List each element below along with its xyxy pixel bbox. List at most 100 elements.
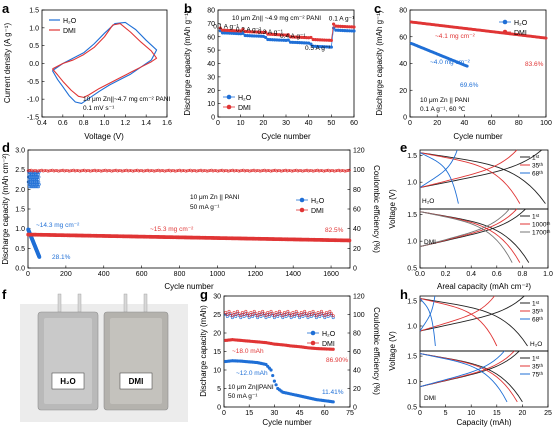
capacity-point-h2o (274, 383, 278, 387)
cycle-point-dmi-ce (219, 169, 223, 172)
cycle-point-dmi-ce (254, 169, 257, 173)
y-axis-label-c: Discharge capacity (mAh g⁻¹) (375, 10, 384, 115)
x-axis-a-tick-label: 1.6 (162, 120, 172, 127)
cycle-point-dmi-ce (73, 169, 77, 173)
cycle-point-dmi-ce (275, 169, 279, 173)
rate-point-dmi (334, 24, 338, 28)
x-axis-h-tick-label: 25 (544, 410, 552, 417)
ce-point-h2o-ce (331, 316, 335, 320)
h2o-loading-label-d: ~14.3 mg cm⁻² (36, 222, 80, 229)
ce-point-dmi-ce (276, 313, 280, 317)
cycle-point-h2o-ce (34, 173, 38, 176)
pouch-cell-body (110, 318, 162, 404)
cycle-point-dmi-ce (54, 169, 57, 173)
cycle-point-dmi-ce (317, 169, 321, 173)
cycle-point-dmi-ce (335, 169, 339, 172)
rate-point-dmi (259, 30, 263, 34)
y2-axis-d-tick-label: 0 (353, 266, 357, 273)
rate-point-dmi (311, 37, 315, 42)
ce-point-h2o-ce (293, 315, 297, 319)
legend-label-h2o: H₂O (322, 331, 336, 338)
y2-axis-d-tick-label: 80 (353, 187, 361, 194)
charge-curve-e (419, 149, 542, 188)
cycle-point-h2o-ce (35, 173, 39, 176)
cycle-point-dmi-ce (332, 169, 336, 173)
plot-frame-h-upper (419, 295, 549, 352)
cycle-point-dmi-ce (244, 169, 248, 173)
panel-g: g 0 15 30 45 60 75051015202530020406080100120… (199, 287, 381, 427)
legend-label-h: 68ᵗʰ (532, 317, 544, 324)
cycle-point-h2o-ce (31, 185, 35, 189)
cell-label-box (51, 372, 85, 390)
rate-point-h2o (257, 34, 261, 38)
ce-point-h2o-ce (291, 312, 295, 316)
rate-point-h2o (300, 41, 304, 45)
x-axis-label-d: Cycle number (164, 282, 214, 291)
legend-label-h2o: H₂O (238, 95, 252, 102)
panel-a: a 0.4 0.6 0.8 1.0 1.2 1.4 1.6 -1.5 -1.0 -0.5 0.0 0.… (2, 1, 172, 141)
y2-axis-d-tick-label: 60 (353, 207, 361, 214)
cycle-point-h2o-ce (36, 175, 40, 179)
rate-point-h2o (322, 45, 327, 49)
ce-point-dmi-ce (247, 314, 251, 318)
cycle-point-dmi-ce (249, 169, 253, 173)
ce-point-dmi-ce (314, 314, 318, 318)
rate-point-dmi (220, 28, 225, 32)
cycle-point-dmi-ce (110, 169, 113, 173)
ce-point-dmi-ce (232, 310, 236, 314)
cycle-point-dmi-ce (105, 169, 109, 173)
ce-point-dmi-ce (286, 309, 290, 313)
x-axis-d-tick-label: 600 (136, 271, 148, 278)
cycle-point-dmi-ce (169, 169, 173, 173)
legend-label-e: 1700ᵗʰ (532, 230, 551, 237)
y-axis-e-lower-tick-label: 0.5 (407, 266, 417, 273)
cycle-point-h2o-ce (33, 183, 37, 186)
ce-point-dmi-ce (259, 313, 263, 317)
y-axis-d-tick-label: 2.5 (15, 167, 25, 174)
rate-point-dmi (279, 33, 284, 37)
rate-point-dmi (282, 33, 286, 37)
ce-point-dmi-ce (227, 309, 231, 313)
ce-point-dmi-ce (288, 312, 292, 316)
ce-point-dmi-ce (323, 314, 327, 318)
cycle-point-h2o-ce (28, 178, 32, 181)
rate-point-dmi (347, 25, 352, 29)
x-axis-a-tick-label: 1.0 (100, 120, 110, 127)
rate-point-dmi (320, 38, 324, 42)
ce-point-dmi-ce (284, 313, 288, 317)
cycle-point-h2o-ce (28, 175, 32, 179)
y-axis-b-tick-label: 0 (211, 115, 215, 122)
ce-point-dmi-ce (224, 310, 228, 314)
cycle-point-dmi-ce (211, 169, 215, 173)
y-axis-g-tick-label: 10 (213, 368, 221, 375)
ce-point-h2o-ce (296, 313, 300, 317)
legend-label-h2o: H₂O (514, 20, 528, 27)
cycle-point-h2o-ce (36, 178, 40, 181)
cycle-point-dmi-ce (323, 169, 327, 173)
x-axis-g-tick-label: 0 (222, 410, 226, 417)
cycle-point-dmi-ce (296, 169, 300, 173)
x-axis-c-tick-label: 20 (433, 120, 441, 127)
ce-point-h2o-ce (306, 316, 310, 320)
cycle-point-dmi-ce (291, 169, 295, 173)
cycle-point-dmi-ce (144, 169, 148, 172)
rate-point-h2o (223, 31, 227, 35)
cycle-point-dmi-ce (301, 169, 304, 173)
cycle-point-dmi-ce (276, 169, 280, 173)
cycle-point-dmi-ce (208, 169, 212, 172)
rate-point-dmi (268, 32, 272, 36)
cycle-point-dmi-ce (78, 169, 82, 173)
ce-point-h2o-ce (328, 311, 332, 315)
rate-point-h2o (234, 31, 238, 36)
ce-point-h2o-ce (259, 315, 263, 319)
ce-point-h2o-ce (264, 316, 268, 320)
cycle-point-dmi-ce (345, 169, 348, 173)
cycle-point-h2o-ce (27, 178, 31, 181)
ce-point-h2o-ce (303, 311, 307, 315)
ce-point-dmi-ce (257, 310, 261, 314)
x-axis-d-tick-label: 1400 (285, 271, 301, 278)
x-axis-b-tick-label: 10 (237, 120, 245, 127)
cycle-point-h2o-ce (29, 180, 33, 184)
cycle-point-dmi-ce (307, 169, 310, 173)
legend-label-h: 1ˢᵗ (532, 301, 540, 308)
